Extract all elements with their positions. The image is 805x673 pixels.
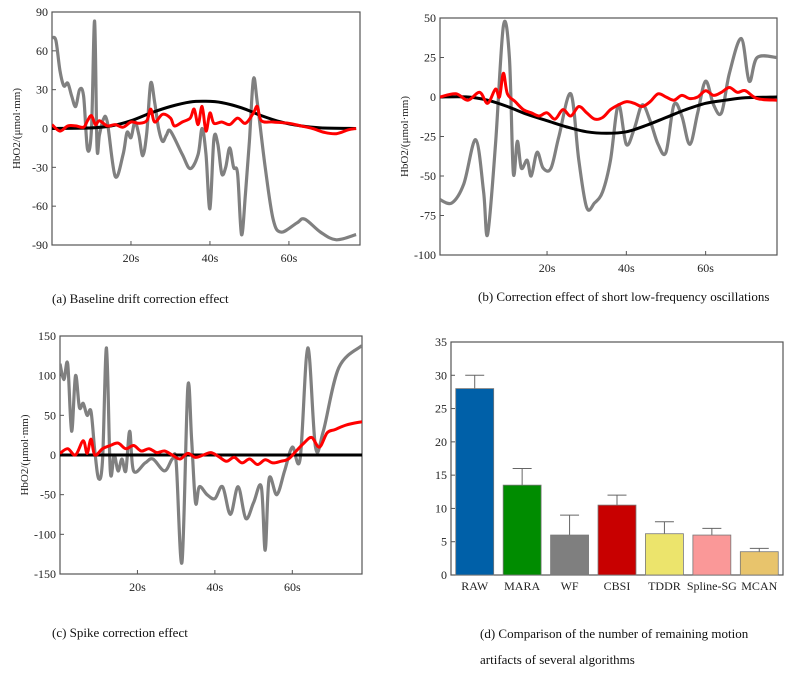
series-raw: [52, 19, 357, 242]
x-tick-label: 20s: [539, 261, 556, 275]
y-axis-label: HbO2/(μmol·mm): [11, 88, 23, 169]
y-tick-label: 10: [435, 501, 447, 515]
y-tick-label: -50: [40, 488, 56, 502]
y-tick-label: 20: [435, 435, 447, 449]
y-tick-label: -60: [32, 199, 48, 213]
x-tick-label: RAW: [461, 579, 489, 593]
y-tick-label: -100: [414, 248, 436, 262]
y-tick-label: -90: [32, 238, 48, 252]
y-tick-label: 0: [441, 568, 447, 582]
y-axis-label: HbO2/(μmol·mm): [399, 96, 411, 177]
x-tick-label: 60s: [697, 261, 714, 275]
y-tick-label: 150: [38, 329, 56, 343]
y-tick-label: 0: [50, 448, 56, 462]
bar-raw: [455, 388, 495, 576]
bar-wf: [550, 534, 589, 576]
chart-c: 150 100 50 0 -50 -100 -150 20s 40s 60s HbO2/(μmol·…: [19, 329, 363, 594]
bar-mara: [502, 484, 542, 576]
chart-b: 50 25 0 -25 -50 -75 -100 20s 40s 60s HbO2/(μmol·mm…: [399, 11, 778, 275]
y-axis-label: HbO2/(μmol·mm): [19, 414, 31, 495]
series-corrected: [440, 71, 777, 121]
y-tick-label: 0: [42, 122, 48, 136]
bar-tddr: [645, 533, 684, 576]
chart-d: 0 5 10 15 20 25 30 35 RAW MARA WF CBSI TDDR Spline-SG…: [435, 335, 784, 593]
y-tick-label: -150: [34, 567, 56, 581]
x-tick-label: CBSI: [604, 579, 631, 593]
series-corrected: [52, 104, 357, 136]
x-tick-label: 40s: [207, 580, 224, 594]
y-tick-label: 0: [430, 90, 436, 104]
y-tick-label: -75: [420, 209, 436, 223]
x-tick-label: WF: [561, 579, 579, 593]
caption-d: (d) Comparison of the number of remainin…: [480, 626, 749, 667]
y-tick-label: 30: [36, 83, 48, 97]
x-tick-label: 20s: [129, 580, 146, 594]
y-tick-label: -25: [420, 130, 436, 144]
y-tick-label: -50: [420, 169, 436, 183]
bar-mcan: [739, 551, 779, 576]
x-tick-label: MARA: [504, 579, 540, 593]
x-tick-label: TDDR: [648, 579, 681, 593]
x-tick-label: 20s: [123, 251, 140, 265]
y-tick-label: 30: [435, 368, 447, 382]
x-tick-label: 60s: [284, 580, 301, 594]
y-tick-label: -30: [32, 160, 48, 174]
chart-a: 90 60 30 0 -30 -60 -90 20s 40s 60s HbO2/(μmol·mm): [11, 5, 361, 265]
y-tick-label: 15: [435, 468, 447, 482]
y-tick-label: 100: [38, 369, 56, 383]
y-tick-label: 25: [424, 51, 436, 65]
y-tick-label: -100: [34, 527, 56, 541]
series-raw: [60, 344, 362, 565]
caption-b: (b) Correction effect of short low-frequ…: [478, 289, 770, 304]
x-tick-label: MCAN: [741, 579, 777, 593]
x-tick-label: 40s: [618, 261, 635, 275]
x-tick-label: Spline-SG: [687, 579, 737, 593]
y-tick-label: 5: [441, 535, 447, 549]
y-tick-label: 35: [435, 335, 447, 349]
x-tick-label: 40s: [202, 251, 219, 265]
bar-spline-sg: [692, 534, 732, 576]
bar-cbsi: [597, 504, 637, 576]
y-tick-label: 50: [424, 11, 436, 25]
series-baseline: [440, 95, 777, 135]
caption-c: (c) Spike correction effect: [52, 625, 188, 640]
series-raw: [440, 19, 777, 238]
caption-a: (a) Baseline drift correction effect: [52, 291, 229, 306]
y-tick-label: 25: [435, 402, 447, 416]
y-tick-label: 90: [36, 5, 48, 19]
y-tick-label: 60: [36, 44, 48, 58]
x-tick-label: 60s: [281, 251, 298, 265]
series-corrected: [60, 420, 362, 466]
y-tick-label: 50: [44, 408, 56, 422]
